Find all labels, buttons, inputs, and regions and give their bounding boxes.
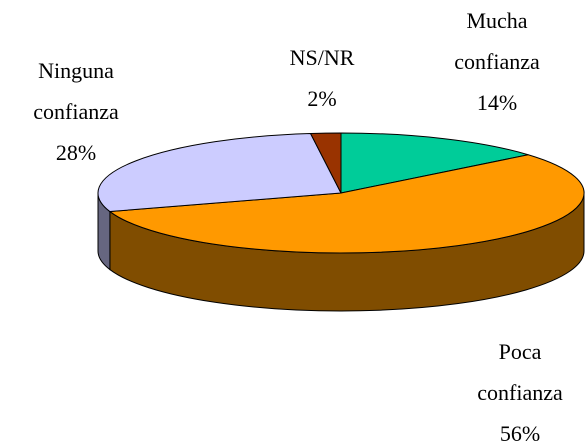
slice-label: Mucha confianza 14%	[437, 0, 557, 123]
slice	[108, 154, 585, 254]
value-label: 2%	[307, 86, 337, 111]
value-label: 28%	[55, 140, 97, 165]
category-label: Mucha confianza	[454, 8, 540, 74]
category-label: NS/NR	[289, 45, 355, 70]
slice-label: Ninguna confianza 28%	[16, 50, 136, 173]
value-label: 14%	[476, 90, 518, 115]
slice-label: NS/NR 2%	[262, 37, 382, 119]
value-label: 56%	[499, 421, 541, 446]
slice-label: Poca confianza 56%	[460, 331, 580, 446]
category-label: Ninguna confianza	[33, 58, 119, 124]
slice	[309, 132, 342, 194]
category-label: Poca confianza	[477, 339, 563, 405]
slice	[97, 132, 342, 213]
slice	[340, 132, 529, 194]
